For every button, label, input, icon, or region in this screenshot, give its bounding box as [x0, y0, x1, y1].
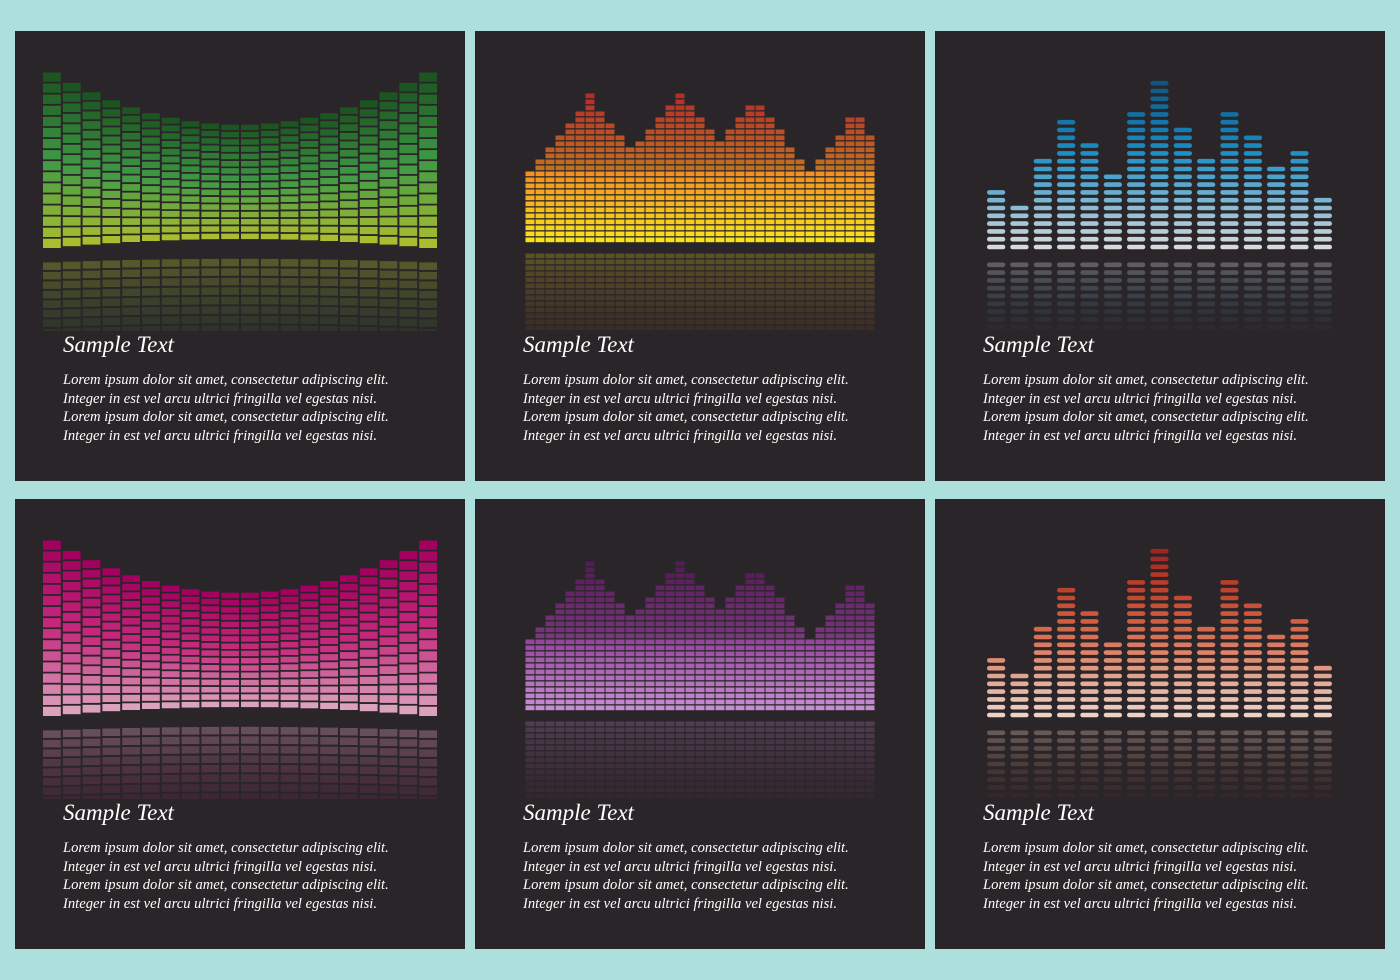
equalizer-graphic	[43, 72, 437, 331]
body-line: Lorem ipsum dolor sit amet, consectetur …	[63, 877, 389, 894]
body-line: Lorem ipsum dolor sit amet, consectetur …	[983, 409, 1309, 426]
body-line: Lorem ipsum dolor sit amet, consectetur …	[63, 840, 389, 856]
body-line: Lorem ipsum dolor sit amet, consectetur …	[983, 877, 1309, 894]
body-line: Integer in est vel arcu ultrici fringill…	[983, 427, 1297, 444]
body-line: Integer in est vel arcu ultrici fringill…	[983, 390, 1297, 407]
body-line: Lorem ipsum dolor sit amet, consectetur …	[983, 372, 1309, 388]
body-line: Integer in est vel arcu ultrici fringill…	[63, 390, 377, 407]
equalizer-graphic	[987, 80, 1332, 330]
body-line: Integer in est vel arcu ultrici fringill…	[63, 895, 377, 912]
body-line: Integer in est vel arcu ultrici fringill…	[63, 858, 377, 875]
card-body-text: Lorem ipsum dolor sit amet, consectetur …	[983, 371, 1373, 445]
equalizer-graphic	[43, 540, 437, 799]
equalizer-card-orange: Sample Text Lorem ipsum dolor sit amet, …	[475, 31, 925, 481]
equalizer-card-red: Sample Text Lorem ipsum dolor sit amet, …	[935, 499, 1385, 949]
card-body-text: Lorem ipsum dolor sit amet, consectetur …	[983, 839, 1373, 913]
body-line: Integer in est vel arcu ultrici fringill…	[983, 895, 1297, 912]
body-line: Lorem ipsum dolor sit amet, consectetur …	[523, 877, 849, 894]
equalizer-graphic	[525, 561, 875, 799]
body-line: Lorem ipsum dolor sit amet, consectetur …	[983, 840, 1309, 856]
card-title: Sample Text	[983, 332, 1094, 357]
equalizer-graphic	[525, 93, 875, 331]
card-title: Sample Text	[63, 800, 174, 825]
card-body-text: Lorem ipsum dolor sit amet, consectetur …	[63, 371, 453, 445]
body-line: Integer in est vel arcu ultrici fringill…	[63, 427, 377, 444]
equalizer-card-blue: Sample Text Lorem ipsum dolor sit amet, …	[935, 31, 1385, 481]
equalizer-graphic	[987, 548, 1332, 798]
body-line: Lorem ipsum dolor sit amet, consectetur …	[523, 840, 849, 856]
equalizer-card-green: Sample Text Lorem ipsum dolor sit amet, …	[15, 31, 465, 481]
card-title: Sample Text	[63, 332, 174, 357]
card-body-text: Lorem ipsum dolor sit amet, consectetur …	[523, 839, 913, 913]
body-line: Integer in est vel arcu ultrici fringill…	[983, 858, 1297, 875]
card-body-text: Lorem ipsum dolor sit amet, consectetur …	[63, 839, 453, 913]
card-title: Sample Text	[523, 332, 634, 357]
body-line: Integer in est vel arcu ultrici fringill…	[523, 427, 837, 444]
body-line: Lorem ipsum dolor sit amet, consectetur …	[63, 409, 389, 426]
body-line: Lorem ipsum dolor sit amet, consectetur …	[523, 372, 849, 388]
card-body-text: Lorem ipsum dolor sit amet, consectetur …	[523, 371, 913, 445]
card-title: Sample Text	[523, 800, 634, 825]
body-line: Lorem ipsum dolor sit amet, consectetur …	[63, 372, 389, 388]
body-line: Integer in est vel arcu ultrici fringill…	[523, 858, 837, 875]
equalizer-card-purple: Sample Text Lorem ipsum dolor sit amet, …	[475, 499, 925, 949]
body-line: Lorem ipsum dolor sit amet, consectetur …	[523, 409, 849, 426]
body-line: Integer in est vel arcu ultrici fringill…	[523, 390, 837, 407]
card-title: Sample Text	[983, 800, 1094, 825]
equalizer-card-pink: Sample Text Lorem ipsum dolor sit amet, …	[15, 499, 465, 949]
body-line: Integer in est vel arcu ultrici fringill…	[523, 895, 837, 912]
